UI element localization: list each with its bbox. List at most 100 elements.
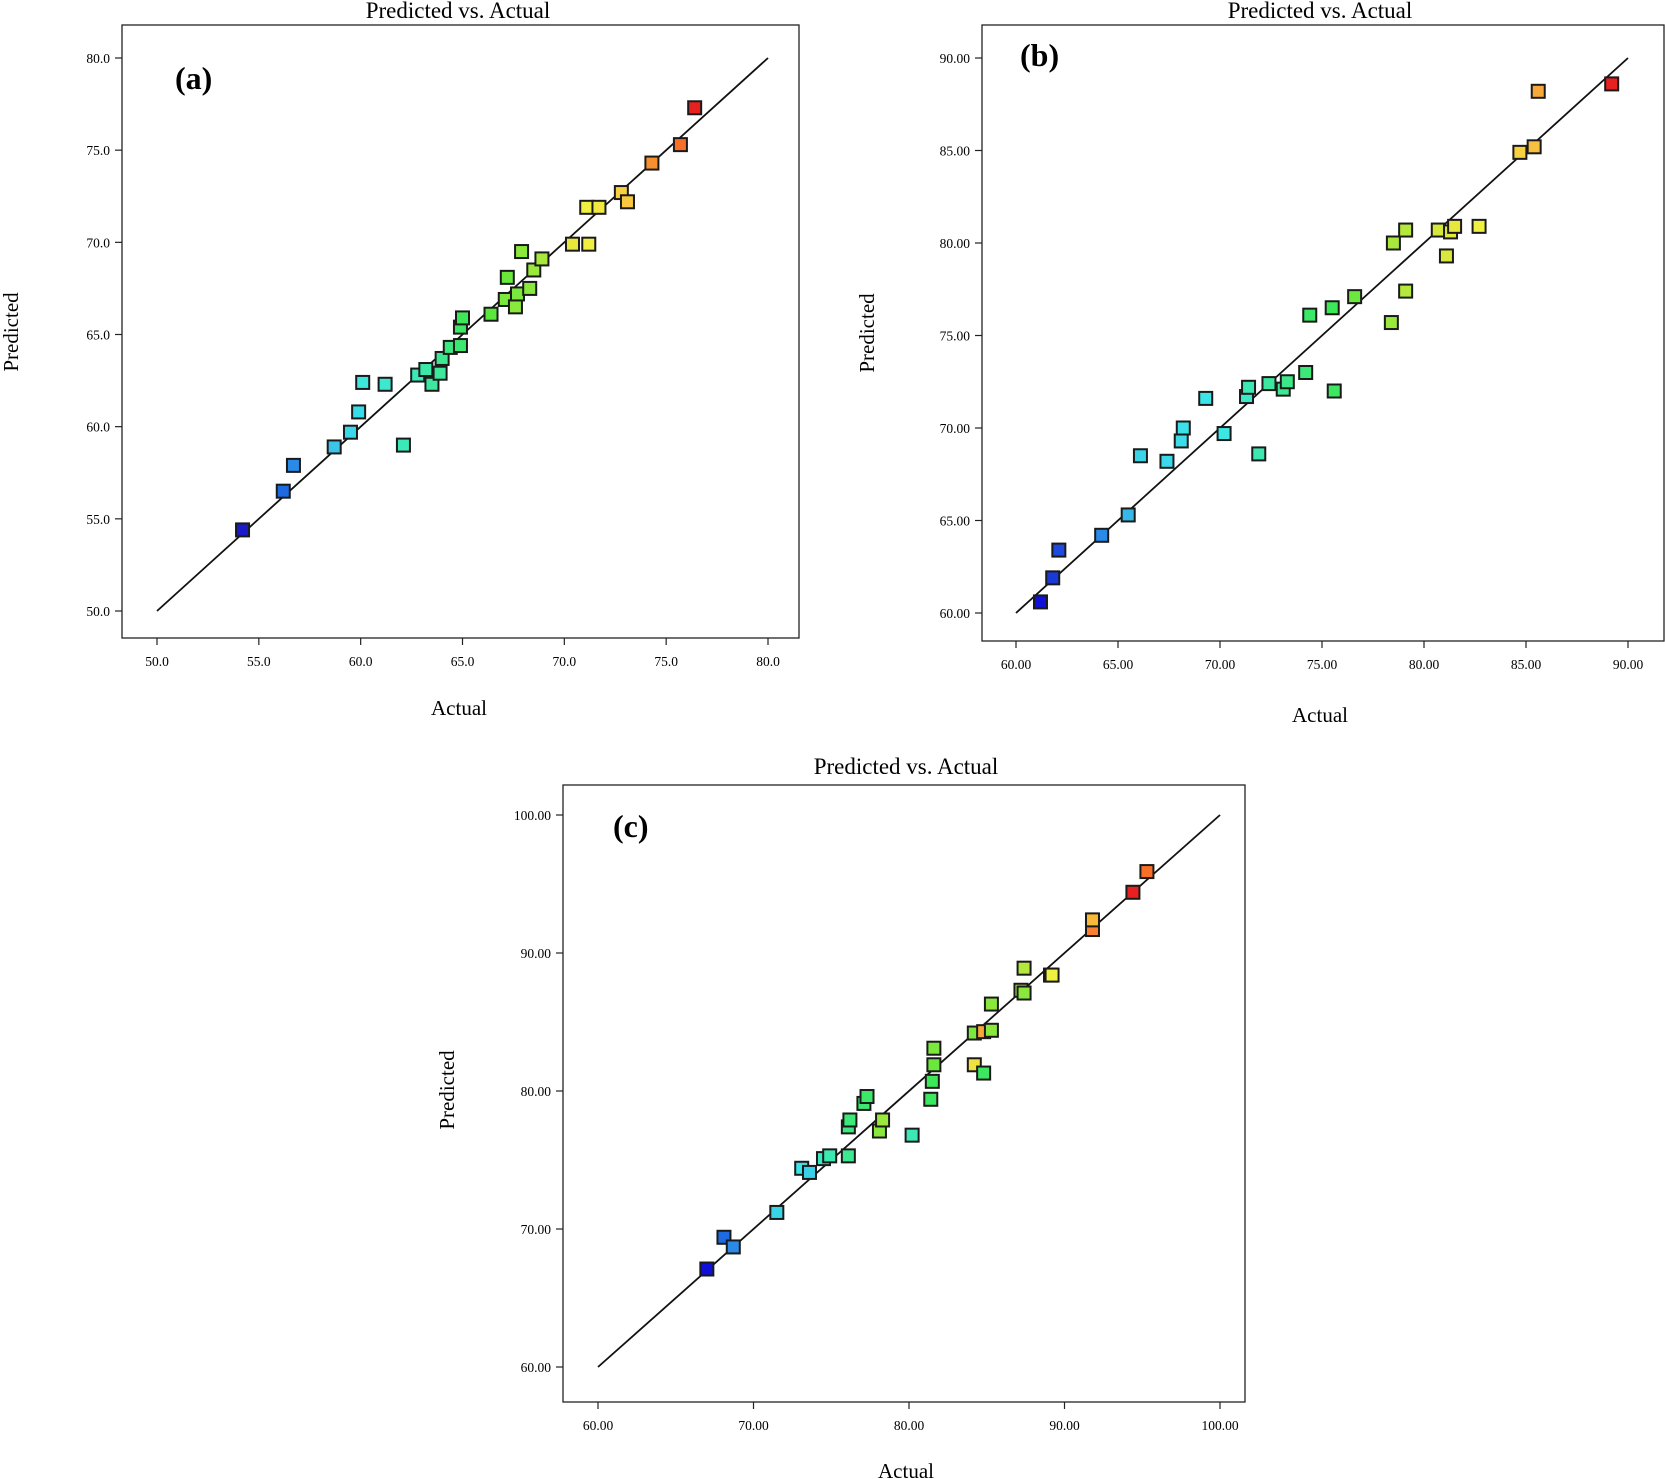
data-point [1051,542,1067,558]
y-tick-label: 100.00 [514,808,551,823]
data-point [285,457,301,473]
y-tick-label: 80.00 [521,1084,552,1099]
data-point [1132,448,1148,464]
x-tick-label: 65.00 [1103,657,1134,672]
data-point [687,100,703,116]
data-point [452,338,468,354]
data-point [1512,144,1528,160]
data-point [591,199,607,215]
ticks-c: 60.00 70.00 80.00 90.00 100.00 60.00 70.00 80.0… [514,808,1239,1433]
data-point [725,1239,741,1255]
panel-label-a: (a) [175,60,212,96]
data-point [526,262,542,278]
data-point [926,1057,942,1073]
data-point [351,404,367,420]
y-tick-label: 90.00 [521,946,552,961]
points-c [699,864,1155,1277]
y-tick-label: 65.0 [86,328,110,343]
x-tick-label: 70.0 [553,654,577,669]
y-axis-label-a: Predicted [0,292,23,372]
y-tick-label: 65.00 [940,514,971,529]
data-point [1084,912,1100,928]
data-point [432,365,448,381]
data-point [1216,426,1232,442]
data-point [1139,864,1155,880]
data-point [418,362,434,378]
data-point [455,310,470,326]
data-point [522,280,538,296]
data-point [326,439,342,455]
data-point [235,522,251,538]
x-tick-label: 90.00 [1613,657,1644,672]
data-point [275,483,291,499]
data-point [514,244,530,260]
panel-label-c: (c) [613,808,649,844]
chart-title-b: Predicted vs. Actual [1228,0,1413,23]
plot-frame-c [562,784,1246,1403]
data-point [801,1164,817,1180]
data-point [1347,289,1363,305]
y-tick-label: 70.00 [940,421,971,436]
data-point [619,194,635,210]
data-point [822,1148,838,1164]
data-point [1298,365,1314,380]
y-tick-label: 70.00 [521,1222,552,1237]
data-point [1604,76,1620,92]
y-tick-label: 55.0 [86,512,110,527]
data-point [395,437,411,453]
x-tick-label: 80.0 [756,654,780,669]
data-point [1398,283,1414,299]
y-axis-label-b: Predicted [855,293,879,373]
data-point [483,306,499,322]
x-tick-label: 85.00 [1511,657,1542,672]
data-point [581,236,597,252]
chart-panel-a: Predicted vs. Actual 50.0 55.0 60.0 65.0 70.… [0,0,800,720]
x-axis-label-b: Actual [1292,703,1348,727]
data-point [1032,594,1048,610]
data-point [1016,985,1032,1001]
data-point [1279,374,1295,390]
data-point [976,1065,992,1081]
points-b [1032,76,1620,610]
data-point [1530,83,1546,99]
x-tick-label: 60.00 [1001,657,1032,672]
data-point [1438,248,1454,264]
data-point [507,299,523,315]
data-point [1447,218,1463,234]
data-point [424,376,440,392]
y-tick-label: 50.0 [86,604,110,619]
data-point [1385,235,1401,251]
data-point [509,286,525,302]
data-point [534,251,550,267]
y-tick-label: 90.00 [940,51,971,66]
data-point [1324,300,1340,316]
chart-title-a: Predicted vs. Actual [366,0,551,23]
data-point [923,1091,939,1107]
data-point [1175,420,1191,436]
x-tick-label: 60.00 [583,1418,614,1433]
x-tick-label: 100.00 [1201,1418,1238,1433]
data-point [1120,507,1136,523]
y-tick-label: 60.0 [86,420,110,435]
data-point [769,1204,785,1220]
data-point [1044,967,1060,983]
data-point [1398,222,1414,238]
ticks-a: 50.0 55.0 60.0 65.0 70.0 75.0 80.0 50.0 55.0 60.0… [86,51,780,669]
data-point [1302,307,1318,323]
x-tick-label: 50.0 [145,654,169,669]
data-point [924,1073,940,1089]
data-point [1526,139,1542,155]
points-a [235,100,703,538]
y-tick-label: 85.00 [940,144,971,159]
data-point [1094,527,1110,543]
x-tick-label: 75.00 [1307,657,1338,672]
data-point [926,1040,942,1056]
data-point [875,1112,891,1128]
chart-title-c: Predicted vs. Actual [814,754,999,779]
x-tick-label: 65.0 [451,654,475,669]
x-tick-label: 80.00 [894,1418,925,1433]
y-axis-label-c: Predicted [435,1050,459,1130]
data-point [1045,570,1061,586]
data-point [904,1127,920,1143]
